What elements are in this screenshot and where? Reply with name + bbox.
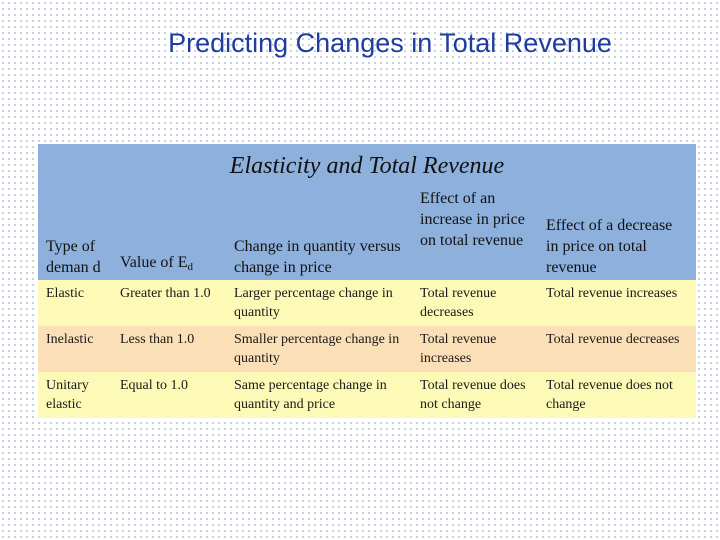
cell-value: Greater than 1.0 xyxy=(112,280,226,326)
cell-change: Larger percentage change in quantity xyxy=(226,280,412,326)
header-value: Value of Ed xyxy=(112,188,226,280)
table-row: Inelastic Less than 1.0 Smaller percenta… xyxy=(38,326,697,372)
cell-value: Equal to 1.0 xyxy=(112,372,226,418)
cell-increase: Total revenue does not change xyxy=(412,372,538,418)
header-type: Type of deman d xyxy=(38,188,112,280)
cell-type: Elastic xyxy=(38,280,112,326)
cell-decrease: Total revenue increases xyxy=(538,280,697,326)
cell-change: Same percentage change in quantity and p… xyxy=(226,372,412,418)
header-change: Change in quantity versus change in pric… xyxy=(226,188,412,280)
cell-decrease: Total revenue does not change xyxy=(538,372,697,418)
slide-title: Predicting Changes in Total Revenue xyxy=(168,28,612,58)
table-header-row: Type of deman d Value of Ed Change in qu… xyxy=(38,188,697,280)
cell-type: Unitary elastic xyxy=(38,372,112,418)
table-row: Elastic Greater than 1.0 Larger percenta… xyxy=(38,280,697,326)
table-row: Unitary elastic Equal to 1.0 Same percen… xyxy=(38,372,697,418)
header-increase: Effect of an increase in price on total … xyxy=(412,188,538,280)
table-caption: Elasticity and Total Revenue xyxy=(38,144,697,188)
header-decrease: Effect of a decrease in price on total r… xyxy=(538,188,697,280)
cell-change: Smaller percentage change in quantity xyxy=(226,326,412,372)
cell-increase: Total revenue decreases xyxy=(412,280,538,326)
cell-type: Inelastic xyxy=(38,326,112,372)
cell-value: Less than 1.0 xyxy=(112,326,226,372)
elasticity-table: Elasticity and Total Revenue Type of dem… xyxy=(38,144,697,418)
cell-decrease: Total revenue decreases xyxy=(538,326,697,372)
cell-increase: Total revenue increases xyxy=(412,326,538,372)
